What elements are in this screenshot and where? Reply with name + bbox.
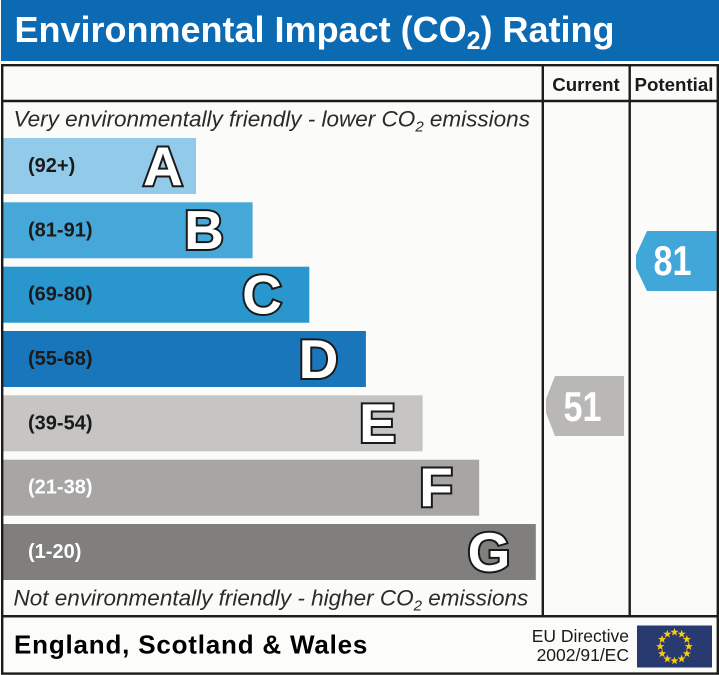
svg-text:(92+): (92+) bbox=[28, 155, 75, 177]
svg-text:D: D bbox=[299, 328, 339, 390]
svg-text:F: F bbox=[419, 457, 453, 519]
svg-text:Not environmentally friendly -: Not environmentally friendly - higher CO… bbox=[14, 586, 529, 615]
svg-text:2002/91/EC: 2002/91/EC bbox=[537, 645, 629, 665]
svg-text:Very environmentally friendly: Very environmentally friendly - lower CO… bbox=[14, 107, 530, 136]
svg-text:Current: Current bbox=[552, 74, 620, 95]
svg-text:Potential: Potential bbox=[635, 74, 714, 95]
svg-text:EU Directive: EU Directive bbox=[532, 626, 629, 646]
svg-text:G: G bbox=[468, 521, 511, 583]
svg-text:(39-54): (39-54) bbox=[28, 412, 92, 434]
svg-text:(21-38): (21-38) bbox=[28, 477, 92, 499]
svg-text:(69-80): (69-80) bbox=[28, 284, 92, 306]
svg-text:England, Scotland & Wales: England, Scotland & Wales bbox=[14, 630, 368, 660]
svg-text:(1-20): (1-20) bbox=[28, 541, 81, 563]
svg-text:C: C bbox=[242, 264, 282, 326]
svg-text:Environmental Impact (CO2) Rat: Environmental Impact (CO2) Rating bbox=[15, 9, 615, 55]
svg-text:B: B bbox=[184, 199, 224, 261]
svg-text:51: 51 bbox=[564, 383, 602, 430]
svg-text:(55-68): (55-68) bbox=[28, 348, 92, 370]
svg-text:E: E bbox=[359, 392, 396, 454]
svg-text:A: A bbox=[143, 135, 183, 197]
svg-text:(81-91): (81-91) bbox=[28, 219, 92, 241]
svg-text:81: 81 bbox=[654, 237, 692, 284]
